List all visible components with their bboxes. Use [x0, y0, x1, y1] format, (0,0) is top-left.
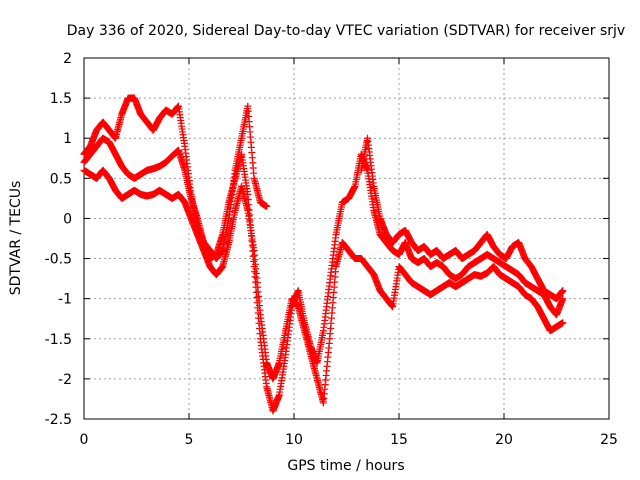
series-2 — [80, 166, 567, 407]
data-point — [559, 287, 567, 295]
x-tick-label: 20 — [495, 432, 513, 448]
x-tick-label: 10 — [285, 432, 303, 448]
data-point — [559, 295, 567, 303]
y-tick-labels: -2.5 -2 -1.5 -1 -0.5 0 0.5 1 1.5 2 — [45, 51, 72, 428]
y-tick-label: 1 — [63, 131, 72, 147]
y-axis-label: SDTVAR / TECUs — [8, 181, 24, 296]
series-1 — [80, 134, 567, 415]
plot-frame — [83, 57, 610, 420]
axis-ticks — [83, 57, 610, 420]
x-tick-label: 0 — [80, 432, 89, 448]
data-point — [559, 319, 567, 327]
y-tick-label: -2 — [58, 372, 72, 388]
x-tick-labels: 0 5 10 15 20 25 — [80, 432, 618, 448]
x-tick-label: 5 — [185, 432, 194, 448]
chart-title: Day 336 of 2020, Sidereal Day-to-day VTE… — [67, 23, 625, 39]
y-tick-label: -1 — [58, 292, 72, 308]
series-3 — [80, 94, 567, 303]
y-tick-label: 2 — [63, 51, 72, 67]
y-tick-label: 0.5 — [50, 171, 72, 187]
y-tick-label: 0 — [63, 211, 72, 227]
y-tick-label: -0.5 — [45, 252, 72, 268]
x-tick-label: 15 — [390, 432, 408, 448]
data-point — [263, 202, 271, 210]
y-tick-label: -2.5 — [45, 412, 72, 428]
y-tick-label: 1.5 — [50, 91, 72, 107]
x-axis-label: GPS time / hours — [287, 458, 404, 474]
x-tick-label: 25 — [600, 432, 618, 448]
data-points — [80, 94, 567, 415]
y-tick-label: -1.5 — [45, 332, 72, 348]
